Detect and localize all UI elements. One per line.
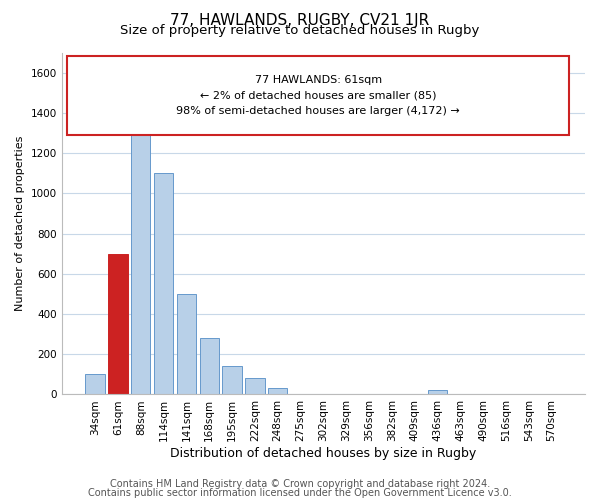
- Bar: [154, 173, 173, 394]
- Bar: [85, 374, 105, 394]
- Text: 77 HAWLANDS: 61sqm
← 2% of detached houses are smaller (85)
98% of semi-detached: 77 HAWLANDS: 61sqm ← 2% of detached hous…: [176, 74, 460, 116]
- Bar: [131, 127, 151, 394]
- Text: Contains public sector information licensed under the Open Government Licence v3: Contains public sector information licen…: [88, 488, 512, 498]
- Y-axis label: Number of detached properties: Number of detached properties: [15, 136, 25, 311]
- FancyBboxPatch shape: [67, 56, 569, 134]
- Text: 77, HAWLANDS, RUGBY, CV21 1JR: 77, HAWLANDS, RUGBY, CV21 1JR: [170, 12, 430, 28]
- Bar: [108, 254, 128, 394]
- Bar: [245, 378, 265, 394]
- Bar: [428, 390, 447, 394]
- Bar: [177, 294, 196, 394]
- Text: Contains HM Land Registry data © Crown copyright and database right 2024.: Contains HM Land Registry data © Crown c…: [110, 479, 490, 489]
- Text: Size of property relative to detached houses in Rugby: Size of property relative to detached ho…: [121, 24, 479, 37]
- Bar: [223, 366, 242, 394]
- Bar: [200, 338, 219, 394]
- Bar: [268, 388, 287, 394]
- X-axis label: Distribution of detached houses by size in Rugby: Distribution of detached houses by size …: [170, 447, 476, 460]
